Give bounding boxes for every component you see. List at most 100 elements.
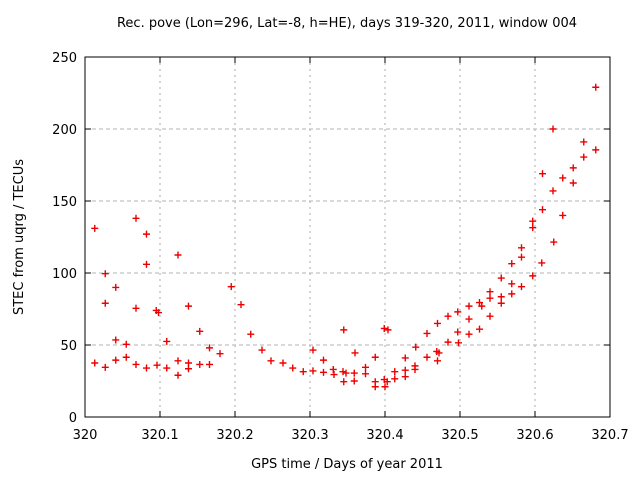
data-point <box>112 283 120 291</box>
data-point <box>518 253 525 261</box>
data-point <box>384 326 392 334</box>
data-point <box>529 224 537 232</box>
data-point <box>101 363 109 371</box>
data-point <box>580 138 588 146</box>
data-point <box>381 383 389 391</box>
data-point <box>143 260 150 268</box>
data-point <box>476 325 483 333</box>
data-point <box>486 294 494 302</box>
data-point <box>320 356 327 364</box>
data-point <box>350 369 358 377</box>
data-point <box>508 260 516 268</box>
data-point <box>434 357 441 365</box>
x-tick-label: 320.6 <box>516 428 553 443</box>
data-point <box>206 360 213 368</box>
data-point <box>444 338 452 346</box>
axis-ticks <box>84 56 611 418</box>
data-point <box>350 377 358 385</box>
data-point <box>163 364 171 372</box>
data-point <box>401 373 409 381</box>
data-point <box>340 326 348 334</box>
data-point <box>380 324 388 332</box>
x-tick-label: 320.3 <box>291 428 328 443</box>
y-tick-label: 200 <box>52 123 77 138</box>
data-point <box>227 283 235 291</box>
data-point <box>91 224 99 232</box>
data-point <box>550 238 558 246</box>
data-point <box>423 353 431 361</box>
data-point <box>143 230 150 238</box>
data-point <box>122 340 130 348</box>
data-point <box>592 146 600 154</box>
data-point <box>435 349 443 357</box>
data-point <box>538 259 546 267</box>
data-point <box>497 299 505 307</box>
data-point <box>132 304 140 312</box>
y-tick-label: 150 <box>52 195 77 210</box>
data-point <box>592 83 600 91</box>
data-point <box>539 206 546 214</box>
y-tick-label: 100 <box>52 267 77 282</box>
data-point <box>411 365 419 373</box>
data-point <box>362 370 369 378</box>
data-point <box>434 319 441 327</box>
data-point <box>153 361 161 369</box>
grid-lines <box>85 57 610 417</box>
data-point <box>329 365 337 373</box>
data-point <box>299 368 307 376</box>
data-point <box>101 299 109 307</box>
data-point <box>529 217 537 225</box>
data-point <box>91 359 99 367</box>
data-point <box>216 350 224 358</box>
data-point <box>330 371 338 379</box>
data-point <box>143 364 150 372</box>
data-point <box>196 327 204 335</box>
data-point <box>401 354 409 362</box>
data-point <box>569 179 577 187</box>
data-point <box>342 369 350 377</box>
data-point <box>478 302 486 310</box>
plot-border <box>84 56 611 418</box>
data-point <box>497 293 505 301</box>
data-point <box>559 174 567 182</box>
data-point <box>391 375 399 383</box>
data-point <box>185 302 192 310</box>
data-point <box>465 330 473 338</box>
tick-labels: 320 320.1 320.2 320.3 320.4 320.5 320.6 320.7 0 5… <box>52 51 628 443</box>
data-point <box>101 270 109 278</box>
data-point <box>455 339 462 347</box>
y-tick-label: 0 <box>69 411 77 426</box>
x-tick-label: 320.1 <box>141 428 178 443</box>
data-point <box>112 336 120 344</box>
data-point <box>383 378 391 386</box>
x-tick-label: 320.2 <box>216 428 253 443</box>
data-points <box>91 83 600 391</box>
data-point <box>486 288 494 296</box>
data-point <box>391 368 399 376</box>
data-point <box>549 187 557 195</box>
data-point <box>132 360 140 368</box>
data-point <box>371 353 379 361</box>
data-point <box>174 251 182 259</box>
data-point <box>518 244 525 252</box>
data-point <box>486 312 494 320</box>
y-axis-title: STEC from uqrg / TECUs <box>12 159 27 315</box>
data-point <box>247 330 255 338</box>
data-point <box>476 299 483 307</box>
data-point <box>279 359 287 367</box>
data-point <box>132 214 140 222</box>
data-point <box>163 337 171 345</box>
data-point <box>508 280 516 288</box>
data-point <box>559 211 567 219</box>
data-point <box>454 328 462 336</box>
data-point <box>465 302 473 310</box>
x-tick-label: 320 <box>73 428 98 443</box>
data-point <box>529 272 537 280</box>
data-point <box>174 371 182 379</box>
data-point <box>206 344 213 352</box>
y-tick-label: 250 <box>52 51 77 66</box>
data-point <box>569 164 577 172</box>
y-tick-label: 50 <box>60 339 77 354</box>
data-point <box>185 365 192 373</box>
